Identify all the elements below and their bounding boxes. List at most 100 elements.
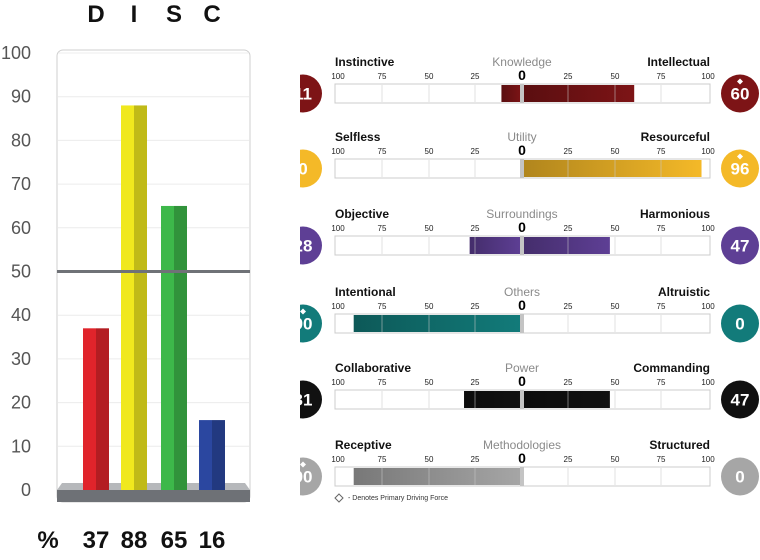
axis-tick-label: 25 [564,224,573,233]
left-value-circle [300,226,322,265]
left-value-circle [300,304,322,343]
category-label-c: C [203,1,220,28]
y-tick-label: 10 [11,436,31,456]
y-tick-label: 70 [11,174,31,194]
axis-tick-label: 100 [701,378,715,387]
right-value-bar [522,85,635,102]
left-value-number: 90 [300,468,312,487]
right-value-number: 47 [731,391,750,410]
axis-tick-label: 75 [378,147,387,156]
primary-diamond-icon [300,308,306,315]
category-label-i: I [131,1,138,28]
axis-tick-label: 75 [378,378,387,387]
left-value-bar [353,468,522,485]
center-divider [520,159,524,178]
axis-tick-label: 50 [425,72,434,81]
axis-tick-label: 100 [331,302,345,311]
axis-tick-label: 50 [611,302,620,311]
force-name: Surroundings [486,207,557,221]
right-label: Intellectual [647,55,710,69]
floor-front [57,490,250,502]
right-value-number: 60 [731,85,750,104]
axis-tick-label: 50 [611,224,620,233]
axis-tick-label: 75 [657,455,666,464]
category-label-s: S [166,1,182,28]
axis-tick-label: 50 [611,378,620,387]
center-divider [520,84,524,103]
axis-tick-label: 50 [425,302,434,311]
axis-tick-label: 100 [701,147,715,156]
right-value-circle [721,149,759,188]
y-tick-label: 100 [1,43,31,63]
left-value-number: 11 [300,85,312,104]
left-value-circle [300,74,322,113]
axis-tick-label: 75 [378,455,387,464]
axis-tick-label: 25 [471,302,480,311]
left-value-bar [501,85,522,102]
right-value-circle [721,74,759,113]
axis-tick-label: 50 [611,147,620,156]
axis-tick-label: 50 [611,455,620,464]
right-label: Harmonious [640,207,710,221]
center-zero-label: 0 [518,373,526,389]
force-name: Methodologies [483,438,561,452]
axis-tick-label: 75 [378,72,387,81]
right-value-bar [522,160,702,177]
left-value-number: 28 [300,237,312,256]
axis-tick-label: 25 [471,147,480,156]
right-value-number: 0 [735,315,744,334]
left-value-circle [300,380,322,419]
force-name: Knowledge [492,55,552,69]
force-name: Power [505,361,539,375]
y-tick-label: 0 [21,480,31,500]
axis-tick-label: 25 [471,455,480,464]
right-value-bar [522,391,610,408]
driving-forces-chart: Instinctive Knowledge Intellectual 100 75 50 2… [300,55,759,503]
axis-tick-label: 100 [701,72,715,81]
axis-tick-label: 25 [471,72,480,81]
center-zero-label: 0 [518,142,526,158]
axis-tick-label: 75 [657,224,666,233]
left-label: Collaborative [335,361,411,375]
left-value-bar [464,391,522,408]
axis-tick-label: 100 [331,455,345,464]
axis-tick-label: 100 [701,455,715,464]
center-zero-label: 0 [518,219,526,235]
right-value-circle [721,226,759,265]
left-label: Intentional [335,285,396,299]
right-value-number: 96 [731,160,750,179]
axis-tick-label: 50 [425,455,434,464]
right-label: Commanding [633,361,710,375]
right-label: Altruistic [658,285,710,299]
left-value-number: 90 [300,315,312,334]
axis-tick-label: 100 [331,378,345,387]
legend-note: - Denotes Primary Driving Force [348,495,448,502]
axis-tick-label: 25 [564,455,573,464]
value-label-c: 16 [199,527,226,554]
axis-tick-label: 75 [657,72,666,81]
center-divider [520,390,524,409]
right-value-circle [721,457,759,496]
y-tick-label: 30 [11,349,31,369]
axis-tick-label: 25 [564,147,573,156]
center-zero-label: 0 [518,297,526,313]
left-value-number: 31 [300,391,312,410]
y-tick-label: 50 [11,262,31,282]
category-label-d: D [87,1,104,28]
disc-bar-chart: 0 10 20 30 40 50 60 70 80 90 100 D 37 I 88 S 65 C 16% [1,1,251,554]
axis-tick-label: 25 [471,378,480,387]
axis-tick-label: 100 [331,224,345,233]
right-label: Structured [649,438,710,452]
left-label: Selfless [335,130,381,144]
y-tick-label: 80 [11,130,31,150]
center-zero-label: 0 [518,67,526,83]
right-value-circle [721,380,759,419]
left-label: Objective [335,207,389,221]
primary-diamond-icon [737,153,743,160]
axis-tick-label: 75 [378,302,387,311]
left-value-circle [300,457,322,496]
left-value-bar [353,315,522,332]
force-name: Utility [507,130,536,144]
primary-diamond-icon [737,78,743,85]
axis-tick-label: 50 [425,147,434,156]
